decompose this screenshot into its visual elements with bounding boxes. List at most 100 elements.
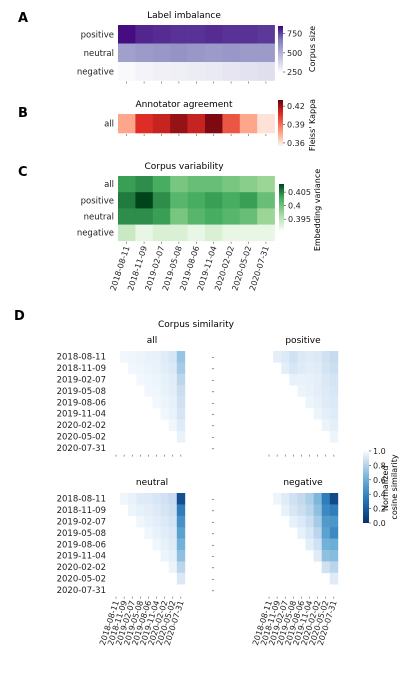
- panel-a-cell: [187, 43, 206, 63]
- subplot-all-y-tick-label: 2019-08-06: [57, 398, 106, 408]
- subplot-neutral-cell: [152, 515, 161, 528]
- subplot-all-cell: [136, 373, 145, 386]
- subplot-all-cell: [120, 351, 129, 363]
- panel-c-cell: [187, 224, 206, 242]
- panel-d-colorbar-tick-label: 1.0: [373, 447, 386, 456]
- subplot-neutral-cell: [152, 527, 161, 539]
- subplot-negative-cell: [321, 550, 331, 562]
- subplot-positive-y-tick-mark: -: [212, 433, 215, 442]
- subplot-all-cell: [160, 396, 169, 409]
- subplot-negative-cell: [329, 550, 339, 562]
- subplot-all-cell: [160, 385, 169, 397]
- panel-a-colorbar: [278, 26, 283, 72]
- subplot-neutral-cell: [168, 538, 178, 551]
- subplot-negative-cell: [297, 527, 306, 539]
- panel-a-cell: [239, 25, 258, 44]
- subplot-neutral-cell: [176, 504, 186, 517]
- panel-a-colorbar-tick-label: 500: [287, 49, 302, 58]
- panel-b-cell: [187, 114, 206, 134]
- subplot-positive-y-tick-mark: -: [212, 387, 215, 396]
- panel-b-cell: [118, 114, 136, 134]
- panel-c-row-label: neutral: [84, 213, 114, 223]
- panel-a-cell: [135, 62, 154, 81]
- panel-c-cell: [239, 208, 258, 225]
- subplot-neutral-cell: [160, 538, 169, 551]
- subplot-positive-cell: [321, 373, 331, 386]
- subplot-positive-cell: [313, 408, 322, 420]
- panel-b-colorbar-tick-label: 0.39: [287, 121, 305, 130]
- panel-b-cell: [170, 114, 188, 134]
- subplot-negative-cell: [281, 504, 290, 517]
- subplot-negative-y-tick-mark: -: [212, 506, 215, 515]
- subplot-neutral-cell: [128, 504, 137, 517]
- subplot-all-cell: [152, 385, 161, 397]
- subplot-neutral-y-tick-label: 2018-11-09: [57, 506, 106, 516]
- subplot-negative-y-tick-mark: -: [212, 518, 215, 527]
- panel-c-cell: [152, 208, 171, 225]
- panel-a-cell: [222, 43, 241, 63]
- subplot-all-cell: [160, 373, 169, 386]
- colorbar-a-label: Corpus size: [308, 26, 317, 72]
- subplot-positive-cell: [321, 419, 331, 432]
- panel-a-title: Label imbalance: [147, 11, 221, 21]
- subplot-positive-cell: [289, 351, 298, 363]
- subplot-neutral-title: neutral: [136, 478, 168, 488]
- subplot-negative-cell: [273, 493, 282, 505]
- subplot-all-cell: [128, 362, 137, 375]
- subplot-neutral-cell: [144, 493, 153, 505]
- subplot-positive-cell: [313, 373, 322, 386]
- panel-c-colorbar-tick-label: 0.405: [288, 188, 311, 197]
- subplot-all-cell: [176, 351, 186, 363]
- panel-b-cell: [135, 114, 154, 134]
- panel-a-cell: [257, 25, 275, 44]
- subplot-positive-cell: [329, 373, 339, 386]
- subplot-neutral-cell: [168, 493, 178, 505]
- subplot-neutral-cell: [176, 538, 186, 551]
- subplot-positive-cell: [305, 385, 314, 397]
- subplot-negative-title: negative: [283, 478, 323, 488]
- subplot-negative-cell: [329, 561, 339, 574]
- panel-b-cell: [239, 114, 258, 134]
- panel-c-cell: [239, 192, 258, 209]
- panel-c-cell: [118, 176, 136, 193]
- subplot-all-cell: [168, 351, 178, 363]
- subplot-all-cell: [176, 373, 186, 386]
- panel-c-cell: [152, 224, 171, 242]
- subplot-positive-cell: [329, 408, 339, 420]
- panel-a-cell: [187, 62, 206, 81]
- subplot-all-cell: [176, 430, 186, 443]
- subplot-neutral-y-tick-label: 2020-07-31: [57, 586, 106, 596]
- subplot-all-cell: [152, 351, 161, 363]
- subplot-neutral-cell: [144, 504, 153, 517]
- subplot-positive-cell: [289, 373, 298, 386]
- subplot-negative-cell: [297, 493, 306, 505]
- panel-a-row-label: negative: [77, 67, 114, 77]
- panel-c-row-label: negative: [77, 229, 114, 239]
- subplot-positive-y-tick-mark: -: [212, 421, 215, 430]
- subplot-all-cell: [160, 408, 169, 420]
- subplot-negative-cell: [297, 504, 306, 517]
- subplot-neutral-y-tick-label: 2019-08-06: [57, 540, 106, 550]
- subplot-positive-cell: [305, 373, 314, 386]
- subplot-negative-cell: [329, 504, 339, 517]
- subplot-all-cell: [160, 362, 169, 375]
- subplot-neutral-cell: [168, 550, 178, 562]
- panel-c-cell: [135, 208, 154, 225]
- subplot-all-cell: [152, 373, 161, 386]
- subplot-negative-cell: [321, 504, 331, 517]
- subplot-neutral-cell: [152, 493, 161, 505]
- subplot-all-cell: [168, 373, 178, 386]
- panel-c-cell: [135, 224, 154, 242]
- panel-letter-a: A: [18, 11, 28, 26]
- panel-b-cell: [205, 114, 223, 134]
- subplot-negative-cell: [281, 493, 290, 505]
- panel-c-cell: [118, 224, 136, 242]
- panel-c-cell: [118, 192, 136, 209]
- subplot-all-cell: [168, 362, 178, 375]
- subplot-negative-cell: [321, 493, 331, 505]
- panel-c-cell: [222, 192, 241, 209]
- panel-a-cell: [118, 43, 136, 63]
- chart-marks: positive neutral negative 250 500 750 all 0.36 0…: [57, 25, 386, 646]
- panel-c-cell: [239, 176, 258, 193]
